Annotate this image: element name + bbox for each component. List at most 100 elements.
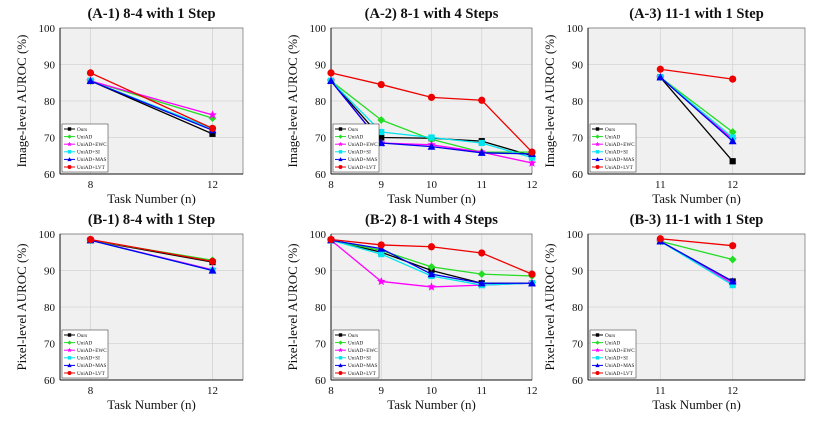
legend-marker bbox=[338, 347, 343, 353]
data-point bbox=[378, 134, 385, 141]
legend-label: Ours bbox=[348, 333, 358, 339]
series-uniad-lvt bbox=[327, 235, 536, 278]
y-tick-label: 90 bbox=[315, 266, 327, 278]
y-tick-label: 70 bbox=[572, 339, 584, 351]
y-tick-label: 90 bbox=[44, 266, 56, 278]
data-point bbox=[427, 262, 436, 271]
x-tick-label: 12 bbox=[527, 385, 538, 397]
data-point bbox=[478, 96, 486, 104]
data-point bbox=[729, 282, 736, 289]
chart-title: (B-3) 11-1 with 1 Step bbox=[630, 212, 764, 228]
y-tick-label: 100 bbox=[39, 229, 56, 241]
legend-marker bbox=[595, 356, 600, 360]
x-tick-label: 11 bbox=[476, 179, 487, 191]
legend-label: Ours bbox=[348, 127, 358, 133]
data-point bbox=[428, 134, 435, 141]
y-axis-label: Pixel-level AUROC (%) bbox=[542, 243, 557, 370]
y-tick-label: 80 bbox=[572, 96, 584, 108]
series-uniad-lvt bbox=[327, 69, 536, 156]
x-axis-label: Task Number (n) bbox=[107, 397, 196, 412]
legend-label: UniAD+SI bbox=[348, 356, 371, 362]
data-point bbox=[377, 138, 386, 147]
data-point bbox=[209, 130, 216, 137]
data-point bbox=[656, 65, 664, 73]
legend-marker bbox=[338, 150, 343, 154]
legend-label: UniAD bbox=[605, 134, 621, 140]
x-tick-label: 8 bbox=[328, 385, 334, 397]
data-point bbox=[729, 158, 736, 165]
data-point bbox=[377, 80, 385, 89]
legend-label: UniAD+MAS bbox=[605, 157, 635, 163]
legend-box bbox=[589, 123, 637, 173]
data-point bbox=[427, 270, 436, 278]
legend-label: UniAD+LVT bbox=[605, 165, 634, 171]
data-point bbox=[528, 148, 536, 156]
series-line bbox=[90, 80, 213, 116]
legend-label: UniAD+MAS bbox=[77, 157, 107, 163]
legend-box bbox=[332, 123, 380, 173]
legend-box bbox=[61, 123, 109, 173]
x-axis-label: Task Number (n) bbox=[107, 191, 196, 206]
data-point bbox=[378, 128, 385, 136]
data-point bbox=[656, 73, 665, 81]
series-uniad-lvt bbox=[86, 69, 217, 132]
legend-label: UniAD+MAS bbox=[348, 157, 378, 163]
legend-box bbox=[332, 329, 380, 379]
series-line bbox=[90, 72, 213, 129]
data-point bbox=[427, 142, 436, 150]
y-axis-label: Pixel-level AUROC (%) bbox=[285, 243, 300, 370]
y-tick-label: 80 bbox=[44, 302, 56, 314]
legend-marker bbox=[67, 127, 72, 131]
y-tick-label: 80 bbox=[315, 302, 327, 314]
legend-marker bbox=[67, 333, 72, 337]
legend-marker bbox=[595, 347, 600, 353]
chart-panel: 60 70 80 90 100 8 9 10 11 12 (B-2) 8-1 with 4 Step… bbox=[285, 212, 538, 412]
data-point bbox=[376, 276, 386, 286]
legend-label: UniAD+SI bbox=[77, 356, 100, 362]
legend-label: UniAD+EWC bbox=[605, 348, 635, 354]
legend-marker bbox=[338, 141, 343, 147]
legend-label: UniAD+MAS bbox=[348, 363, 378, 369]
legend-marker bbox=[338, 371, 343, 375]
series-line bbox=[659, 76, 734, 142]
legend-label: UniAD+LVT bbox=[77, 371, 106, 377]
series-line bbox=[659, 76, 734, 133]
series-line bbox=[660, 68, 733, 80]
legend-label: UniAD+EWC bbox=[77, 142, 107, 148]
y-axis-label: Image-level AUROC (%) bbox=[14, 35, 29, 168]
data-point bbox=[728, 128, 737, 136]
data-point bbox=[377, 241, 385, 249]
y-tick-label: 80 bbox=[44, 96, 56, 108]
x-tick-label: 10 bbox=[426, 385, 438, 397]
data-point bbox=[427, 282, 436, 291]
legend-marker bbox=[67, 141, 72, 147]
legend-marker bbox=[595, 157, 600, 162]
y-tick-label: 60 bbox=[315, 169, 327, 181]
legend-label: UniAD+EWC bbox=[348, 348, 378, 354]
data-point bbox=[86, 76, 95, 85]
data-point bbox=[208, 110, 217, 119]
data-point bbox=[427, 243, 436, 251]
x-axis-label: Task Number (n) bbox=[387, 191, 476, 206]
y-axis-label: Image-level AUROC (%) bbox=[542, 35, 557, 168]
series-line bbox=[659, 76, 734, 162]
data-point bbox=[427, 93, 436, 101]
x-tick-label: 8 bbox=[88, 179, 94, 191]
y-tick-label: 90 bbox=[572, 60, 584, 72]
x-tick-label: 8 bbox=[328, 179, 334, 191]
legend-label: Ours bbox=[605, 333, 615, 339]
x-axis-label: Task Number (n) bbox=[652, 191, 741, 206]
y-tick-label: 100 bbox=[310, 23, 327, 35]
data-point bbox=[478, 249, 486, 257]
data-point bbox=[86, 235, 95, 244]
legend-label: UniAD bbox=[348, 340, 364, 346]
y-tick-label: 60 bbox=[572, 169, 584, 181]
data-point bbox=[208, 266, 217, 274]
legend-label: UniAD bbox=[77, 134, 93, 140]
legend-label: UniAD+LVT bbox=[77, 165, 106, 171]
legend-label: UniAD bbox=[77, 340, 93, 346]
data-point bbox=[86, 69, 95, 77]
data-point bbox=[729, 242, 737, 250]
